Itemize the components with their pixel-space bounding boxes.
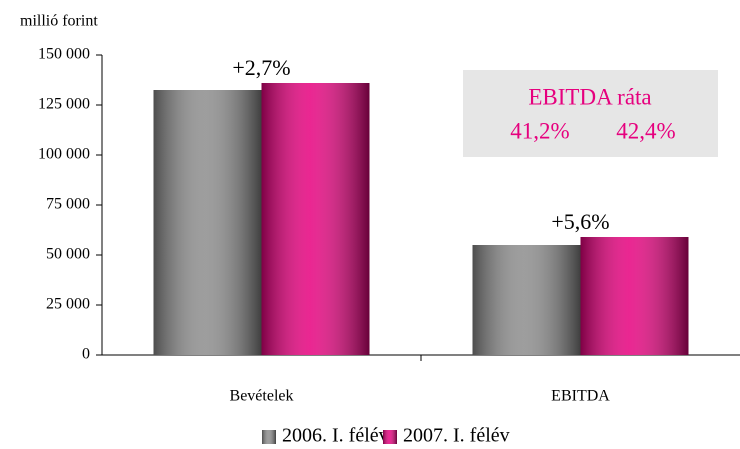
y-tick-label: 125 000 xyxy=(38,96,90,113)
legend-swatch-shade xyxy=(383,430,397,444)
legend-swatch-shade xyxy=(262,430,276,444)
ebitda-box-title: EBITDA ráta xyxy=(528,84,651,109)
y-tick-label: 50 000 xyxy=(46,246,90,263)
x-tick-label: Bevételek xyxy=(230,388,294,405)
x-tick-label: EBITDA xyxy=(551,388,610,405)
bar-shade xyxy=(153,90,262,355)
growth-annotation: +5,6% xyxy=(551,209,609,234)
ebitda-rate: 42,4% xyxy=(616,118,675,143)
legend-label: 2006. I. félév xyxy=(282,425,389,447)
y-tick-label: 75 000 xyxy=(46,196,90,213)
y-tick-label: 0 xyxy=(82,346,90,363)
y-tick-label: 25 000 xyxy=(46,296,90,313)
bar-shade xyxy=(261,83,370,355)
ebitda-rate: 41,2% xyxy=(510,118,569,143)
growth-annotation: +2,7% xyxy=(232,55,290,80)
legend-label: 2007. I. félév xyxy=(403,425,510,447)
bar-shade xyxy=(580,237,689,355)
y-axis-label: millió forint xyxy=(20,13,98,30)
y-tick-label: 150 000 xyxy=(38,46,90,63)
y-tick-label: 100 000 xyxy=(38,146,90,163)
ebitda-box xyxy=(463,70,718,157)
bar-shade xyxy=(472,245,581,355)
